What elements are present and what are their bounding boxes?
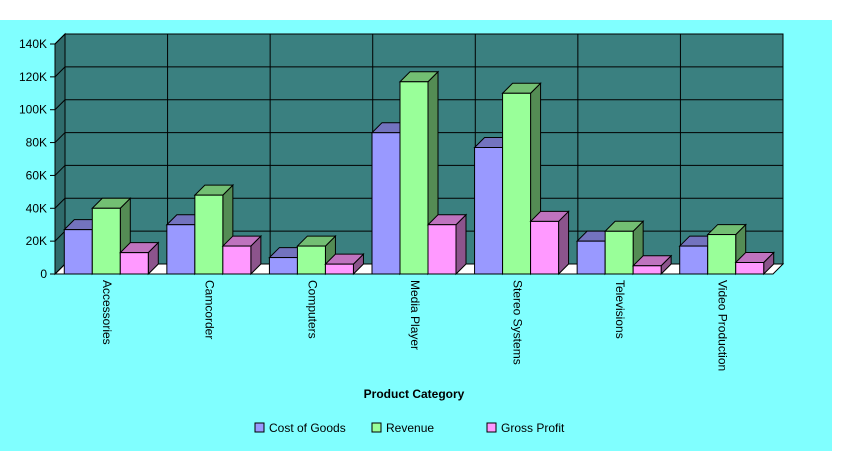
x-tick-label: Camcorder (203, 280, 217, 339)
legend-item: Gross Profit (486, 421, 565, 435)
chart-area: 0 20K 40K 60K 80K 100K 120K 140K Accessories Cam… (0, 20, 832, 451)
bar (734, 251, 775, 276)
gridline-wall (54, 263, 66, 275)
y-tick-label: 60K (26, 168, 47, 182)
x-tick-label: Stereo Systems (510, 280, 524, 365)
legend-label: Revenue (386, 421, 434, 435)
chart-side-wall (54, 32, 66, 276)
legend-item: Revenue (371, 421, 434, 435)
bar (501, 82, 542, 276)
y-tick-label: 100K (19, 103, 47, 117)
x-tick-label: Computers (305, 280, 319, 339)
bar (119, 241, 160, 276)
x-tick-label: Accessories (100, 280, 114, 345)
y-tick-label: 0 (40, 267, 47, 281)
y-tick-label: 80K (26, 136, 47, 150)
bar (603, 220, 645, 276)
x-tick-label: Televisions (613, 280, 627, 339)
gridline-wall (54, 197, 66, 209)
legend-swatch (371, 422, 382, 433)
legend-swatch (486, 422, 497, 433)
y-axis: 0 20K 40K 60K 80K 100K 120K 140K (19, 37, 56, 281)
y-tick-label: 40K (26, 201, 47, 215)
gridline-wall (54, 99, 66, 111)
legend: Cost of Goods Revenue Gross Profit (254, 421, 565, 435)
bar (631, 254, 673, 276)
legend-label: Cost of Goods (269, 421, 346, 435)
y-tick-label: 140K (19, 37, 47, 51)
bar (221, 234, 263, 276)
gridline-wall (54, 33, 66, 45)
bar (324, 252, 365, 276)
bar-chart: 0 20K 40K 60K 80K 100K 120K 140K Accessories Cam… (19, 32, 785, 435)
x-axis-title: Product Category (364, 387, 465, 401)
bar (426, 213, 468, 276)
x-axis: Accessories Camcorder Computers Media Playe… (100, 280, 729, 371)
gridline-wall (54, 165, 66, 176)
legend-item: Cost of Goods (254, 421, 346, 435)
legend-swatch (254, 422, 265, 433)
y-tick-label: 120K (19, 70, 47, 84)
y-tick-label: 20K (26, 234, 47, 248)
gridline-wall (54, 66, 66, 78)
legend-label: Gross Profit (501, 421, 565, 435)
bars-group (63, 70, 775, 276)
x-tick-label: Media Player (408, 280, 422, 350)
gridline-wall (54, 132, 66, 143)
gridline-wall (54, 230, 66, 242)
bar (529, 210, 570, 276)
x-tick-label: Video Production (716, 280, 730, 371)
